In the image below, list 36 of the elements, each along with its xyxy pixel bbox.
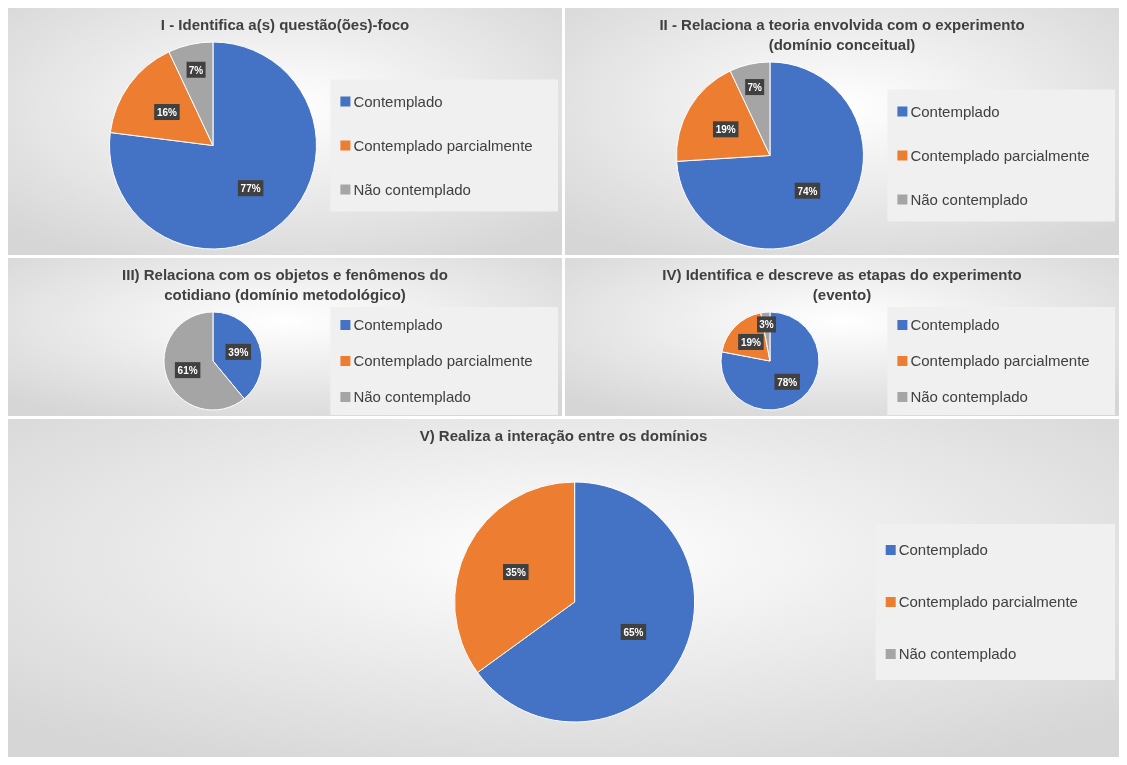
data-label: 61% <box>177 365 198 377</box>
legend-label: Contemplado <box>898 541 988 558</box>
data-label: 16% <box>156 107 178 119</box>
legend-label: Contemplado parcialmente <box>910 146 1090 164</box>
data-label: 74% <box>797 185 818 197</box>
chart-title: II - Relaciona a teoria envolvida com o experimento (domínio conceitual) <box>659 16 1025 53</box>
pie-slice <box>108 41 317 250</box>
legend-label: Contemplado parcialmente <box>353 352 533 369</box>
legend-label: Não contemplado <box>898 645 1017 662</box>
data-label: 77% <box>240 183 261 195</box>
pie-slice <box>676 61 864 250</box>
data-label: 3% <box>759 319 774 331</box>
legend-label: Contemplado parcialmente <box>898 593 1078 610</box>
data-label: 35% <box>505 567 526 579</box>
legend-label: Contemplado <box>910 316 1000 333</box>
legend-label: Contemplado <box>353 92 443 110</box>
legend-label: Contemplado parcialmente <box>353 136 533 154</box>
chart-title: III) Relaciona com os objetos e fenômenos do cotidiano (domínio metodológico) <box>122 266 448 303</box>
data-label: 7% <box>747 82 763 94</box>
legend-label: Não contemplado <box>910 388 1028 405</box>
data-label: 19% <box>715 124 736 136</box>
data-label: 39% <box>228 346 249 358</box>
legend-label: Não contemplado <box>353 180 471 198</box>
data-label: 65% <box>623 626 644 638</box>
legend-label: Não contemplado <box>910 190 1028 208</box>
legend-label: Contemplado parcialmente <box>910 352 1090 369</box>
legend-label: Não contemplado <box>353 388 471 405</box>
legend-label: Contemplado <box>353 316 443 333</box>
legend-label: Contemplado <box>910 102 1000 120</box>
chart-title: V) Realiza a interação entre os domínios <box>419 427 708 444</box>
data-label: 19% <box>740 336 762 348</box>
chart-title: IV) Identifica e descreve as etapas do experimento (evento) <box>662 266 1022 303</box>
pie-slice <box>720 311 820 411</box>
chart-title: I - Identifica a(s) questão(ões)-foco <box>160 16 410 33</box>
data-label: 7% <box>188 64 204 76</box>
data-label: 78% <box>777 376 798 388</box>
